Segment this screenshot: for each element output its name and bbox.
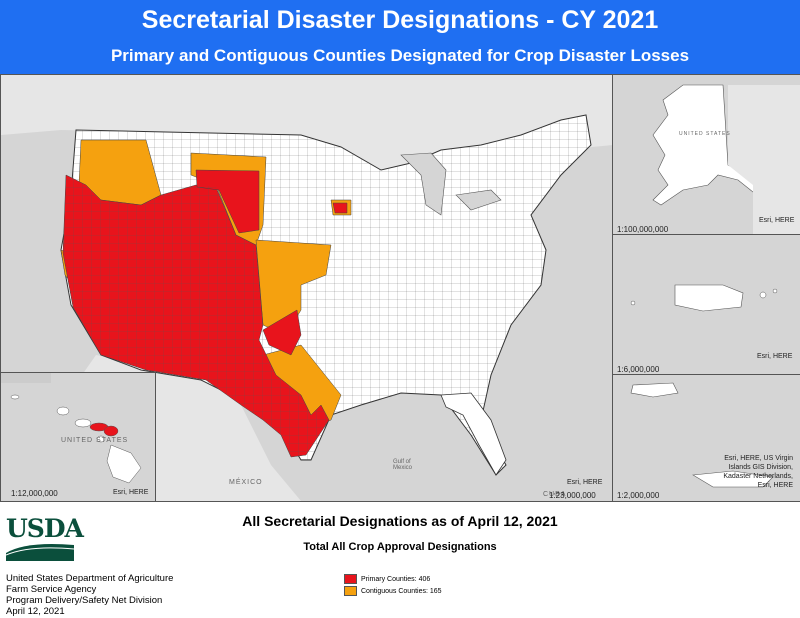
virgin-islands-map bbox=[630, 382, 774, 488]
usda-logo-text: USDA bbox=[6, 514, 84, 543]
vi-scale: 1:2,000,000 bbox=[617, 491, 660, 500]
footer-subtitle: Total All Crop Approval Designations bbox=[303, 541, 497, 553]
main-map-panel: MÉXICO Gulf of Mexico CUBA Esri, HERE 1:… bbox=[0, 74, 614, 502]
usda-logo: USDA bbox=[6, 514, 84, 561]
legend-primary: Primary Counties: 406 bbox=[344, 574, 430, 584]
main-map bbox=[1, 75, 613, 501]
hawaii-scale: 1:12,000,000 bbox=[11, 489, 58, 498]
legend-primary-swatch bbox=[344, 574, 357, 584]
puerto-rico-map bbox=[630, 284, 778, 312]
legend-contiguous-swatch bbox=[344, 586, 357, 596]
mexico-label: MÉXICO bbox=[229, 479, 263, 486]
great-lakes bbox=[400, 152, 502, 216]
vi-credit-4: Esri, HERE bbox=[757, 482, 793, 489]
alaska-scale: 1:100,000,000 bbox=[617, 225, 669, 234]
alaska-us-label: UNITED STATES bbox=[679, 131, 731, 137]
main-scale: 1:23,000,000 bbox=[549, 491, 596, 500]
virgin-islands-inset: Esri, HERE, US Virgin Islands GIS Divisi… bbox=[612, 374, 800, 502]
cuba-label: CUBA bbox=[543, 491, 567, 498]
vi-credit-3: Kadaster Netherlands, bbox=[723, 473, 793, 480]
alaska-map bbox=[652, 84, 800, 235]
puerto-rico-scale: 1:6,000,000 bbox=[617, 365, 660, 374]
florida bbox=[440, 392, 507, 476]
map-subtitle: Primary and Contiguous Counties Designat… bbox=[110, 46, 690, 65]
alaska-credit: Esri, HERE bbox=[759, 217, 795, 224]
vi-credit-2: Islands GIS Division, bbox=[728, 464, 793, 471]
puerto-rico-credit: Esri, HERE bbox=[757, 353, 793, 360]
hawaii-us-label: UNITED STATES bbox=[61, 437, 129, 444]
gulf-label: Gulf of Mexico bbox=[393, 459, 413, 471]
usda-logo-graphic bbox=[6, 544, 74, 561]
agency-line-4: April 12, 2021 bbox=[6, 606, 65, 617]
hawaii-credit: Esri, HERE bbox=[113, 489, 149, 496]
map-title: Secretarial Disaster Designations - CY 2… bbox=[141, 6, 659, 34]
alaska-inset: UNITED STATES Esri, HERE 1:100,000,000 bbox=[612, 74, 800, 236]
puerto-rico-inset: Esri, HERE 1:6,000,000 bbox=[612, 234, 800, 376]
hawaii-map bbox=[1, 373, 142, 484]
footer-title: All Secretarial Designations as of April… bbox=[242, 513, 558, 529]
main-credit: Esri, HERE bbox=[567, 479, 603, 486]
agency-line-3: Program Delivery/Safety Net Division bbox=[6, 595, 163, 606]
legend-primary-label: Primary Counties: 406 bbox=[361, 575, 431, 583]
hawaii-inset: UNITED STATES Esri, HERE 1:12,000,000 bbox=[0, 372, 156, 502]
legend-contiguous-label: Contiguous Counties: 165 bbox=[361, 587, 442, 595]
vi-credit-1: Esri, HERE, US Virgin bbox=[724, 455, 793, 462]
header-banner: Secretarial Disaster Designations - CY 2… bbox=[0, 0, 800, 74]
agency-line-1: United States Department of Agriculture bbox=[6, 573, 174, 584]
agency-line-2: Farm Service Agency bbox=[6, 584, 97, 595]
legend-contiguous: Contiguous Counties: 165 bbox=[344, 586, 442, 596]
